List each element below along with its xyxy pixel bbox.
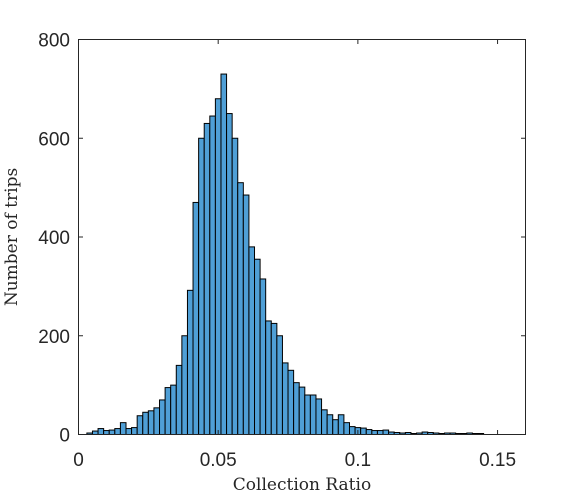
y-tick-label: 800	[38, 31, 70, 52]
x-axis-label: Collection Ratio	[233, 475, 371, 495]
histogram-bar	[360, 427, 367, 435]
histogram-bar	[114, 428, 121, 436]
axis-tick-labels: 0 0.05 0.1 0.15 0 200 400 600 800	[38, 31, 516, 472]
histogram-bar	[119, 422, 127, 435]
y-tick-label: 400	[38, 228, 70, 249]
histogram-bar	[153, 407, 161, 435]
histogram-bar	[382, 429, 390, 435]
histogram-bar	[348, 426, 356, 436]
histogram-bar	[248, 246, 256, 436]
histogram-bar	[332, 419, 339, 436]
histogram-bar	[298, 386, 306, 436]
histogram-bar	[214, 98, 222, 435]
histogram-bar	[315, 398, 323, 436]
histogram-bar	[147, 410, 155, 435]
y-tick-label: 600	[38, 129, 70, 150]
histogram-bar	[237, 182, 244, 435]
histogram-bar	[326, 414, 334, 435]
histogram-bar	[91, 430, 99, 436]
histogram-bar	[231, 137, 239, 435]
histogram-bars	[86, 73, 485, 436]
histogram-bar	[131, 427, 138, 435]
histogram-bar	[108, 429, 116, 435]
y-tick-label: 200	[38, 327, 70, 348]
histogram-bar	[254, 258, 261, 435]
histogram-bar	[287, 369, 295, 435]
y-tick-label: 0	[59, 426, 70, 447]
histogram-bar	[337, 414, 345, 435]
histogram-bar	[293, 382, 300, 436]
histogram-bar	[97, 428, 105, 436]
histogram-bar	[198, 137, 205, 435]
histogram-bar	[125, 428, 133, 436]
histogram-bar	[343, 422, 351, 435]
histogram-bar	[170, 384, 177, 436]
histogram-bar	[136, 415, 144, 435]
histogram-bar	[209, 115, 216, 435]
histogram-bar	[276, 335, 283, 435]
histogram-bar	[259, 278, 267, 435]
histogram-bar	[164, 387, 172, 435]
histogram-bar	[309, 394, 317, 435]
histogram-bar	[226, 113, 233, 435]
histogram-bar	[265, 320, 272, 435]
histogram-bar	[220, 73, 228, 435]
histogram-bar	[159, 399, 166, 436]
histogram-bar	[365, 429, 373, 435]
histogram-bar	[376, 430, 384, 435]
x-tick-label: 0.05	[200, 450, 237, 471]
histogram-bar	[371, 430, 378, 435]
axis-ticks	[78, 39, 526, 435]
x-tick-label: 0.1	[345, 450, 371, 471]
histogram-bar	[181, 335, 188, 435]
histogram-bar	[304, 394, 311, 435]
histogram-bar	[270, 322, 278, 435]
plot-frame	[78, 39, 526, 435]
histogram-bar	[203, 122, 211, 435]
histogram-bar	[192, 201, 200, 435]
x-tick-label: 0.15	[479, 450, 516, 471]
x-tick-label: 0	[73, 450, 84, 471]
histogram-bar	[186, 289, 194, 435]
histogram-bar	[281, 362, 289, 435]
histogram-bar	[175, 364, 183, 436]
y-axis-label: Number of trips	[2, 168, 22, 306]
histogram-bar	[321, 409, 328, 435]
histogram-bar	[242, 194, 250, 435]
histogram-bar	[142, 411, 149, 435]
histogram-bar	[103, 430, 110, 435]
